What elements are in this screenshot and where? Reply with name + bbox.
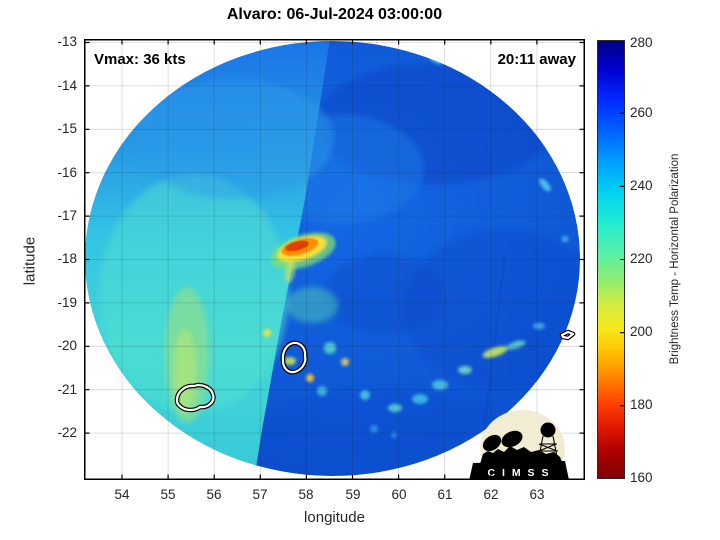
logo-text: C I M S S	[488, 467, 551, 479]
colorbar-tick-label: 220	[630, 251, 653, 266]
cimss-logo: C I M S S	[469, 410, 569, 480]
y-tick-label: -18	[57, 251, 77, 266]
vmax-annotation: Vmax: 36 kts	[94, 51, 186, 68]
white-contours	[174, 329, 576, 413]
rainband-speckles	[263, 53, 569, 438]
y-tick-label: -13	[57, 34, 77, 49]
grid-lines	[84, 39, 585, 480]
y-tick-label: -15	[57, 121, 77, 136]
logo-banner	[469, 461, 569, 480]
water-tower-icon	[540, 422, 556, 438]
x-tick-label: 55	[160, 487, 176, 502]
x-tick-label: 62	[483, 487, 499, 502]
x-tick-label: 60	[391, 487, 407, 502]
colorbar-tick-label: 160	[630, 470, 653, 485]
satellite-swath-image: C I M S S	[84, 39, 585, 480]
colorbar-tick-label: 200	[630, 324, 653, 339]
x-tick-label: 59	[345, 487, 361, 502]
y-tick-label: -19	[57, 295, 77, 310]
axis-frame	[84, 39, 585, 480]
colorbar-axis-label: Brightness Temp - Horizontal Polarizatio…	[669, 153, 681, 365]
dish-antenna-icon	[482, 434, 502, 452]
colorbar-tick-label: 180	[630, 397, 653, 412]
x-tick-label: 58	[298, 487, 314, 502]
figure-title: Alvaro: 06-Jul-2024 03:00:00	[226, 6, 443, 23]
x-tick-label: 54	[114, 487, 130, 502]
y-tick-label: -21	[57, 382, 77, 397]
y-tick-label: -17	[57, 208, 77, 223]
brightness-temp-field	[85, 41, 580, 476]
y-tick-label: -14	[57, 78, 77, 93]
colorbar-tick-label: 260	[630, 105, 653, 120]
dish-antenna-icon	[501, 430, 523, 448]
y-tick-label: -16	[57, 165, 77, 180]
warm-spot	[270, 232, 338, 323]
x-tick-label: 61	[437, 487, 453, 502]
colorbar-tick-label: 280	[630, 35, 653, 50]
observatory-silhouette	[480, 446, 563, 464]
map-plot-area: Vmax: 36 kts 20:11 away	[84, 39, 585, 480]
x-tick-label: 57	[252, 487, 268, 502]
x-axis-label: longitude	[304, 509, 365, 526]
y-tick-label: -20	[57, 338, 77, 353]
colorbar-ticks	[620, 112, 625, 407]
colorbar	[597, 40, 625, 479]
time-away-annotation: 20:11 away	[497, 51, 576, 68]
y-tick-label: -22	[57, 425, 77, 440]
colorbar-tick-label: 240	[630, 178, 653, 193]
x-tick-label: 56	[206, 487, 222, 502]
x-tick-label: 63	[529, 487, 545, 502]
